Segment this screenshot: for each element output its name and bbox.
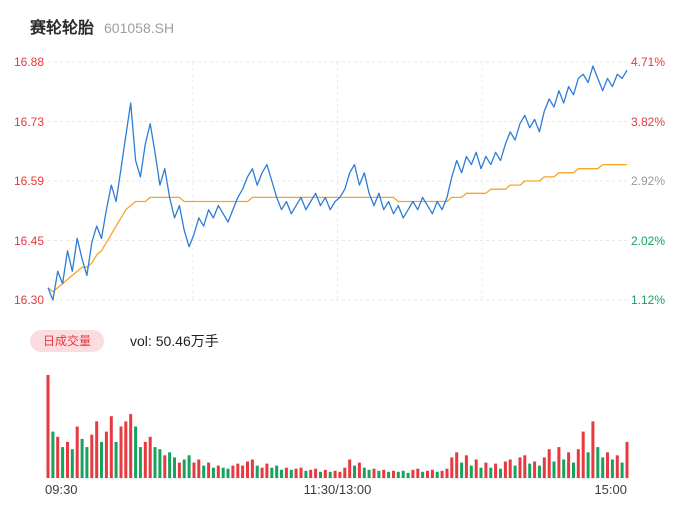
y-axis-left-label: 16.88 xyxy=(13,55,44,69)
y-axis-right-label: 3.82% xyxy=(631,114,666,129)
volume-bars xyxy=(46,375,629,479)
y-axis-left-label: 16.59 xyxy=(13,174,44,188)
chart-header: 赛轮轮胎 601058.SH xyxy=(30,14,174,38)
y-axis-right-label: 2.92% xyxy=(631,174,666,188)
stock-code: 601058.SH xyxy=(104,20,175,36)
daily-volume-badge[interactable]: 日成交量 xyxy=(30,330,105,352)
x-axis-label-midday: 11:30/13:00 xyxy=(303,482,372,497)
y-axis-right-label: 4.71% xyxy=(631,55,666,69)
x-axis-label-open: 09:30 xyxy=(45,482,78,497)
y-axis-right-label: 2.02% xyxy=(631,233,666,248)
y-axis-left-label: 16.73 xyxy=(13,114,44,129)
average-price-line xyxy=(47,163,627,293)
stock-name: 赛轮轮胎 xyxy=(30,20,95,37)
grid-lines xyxy=(48,61,627,479)
x-axis-label-close: 15:00 xyxy=(594,482,627,497)
price-line xyxy=(47,65,628,301)
volume-header: 日成交量 vol: 50.46万手 xyxy=(30,330,219,352)
y-axis-left-label: 16.45 xyxy=(13,233,44,248)
y-axis-left-label: 16.30 xyxy=(13,293,44,307)
y-axis-right-label: 1.12% xyxy=(631,293,666,307)
volume-value-label: vol: 50.46万手 xyxy=(130,333,219,349)
